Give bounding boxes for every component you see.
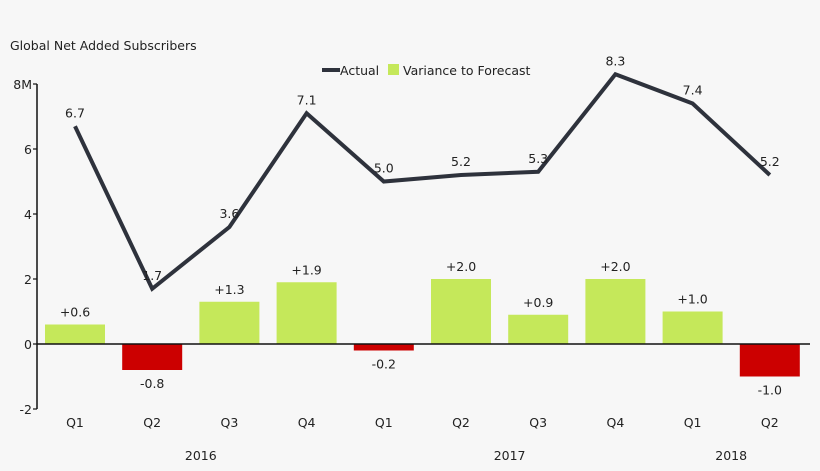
variance-data-label: +1.9 [291,262,321,277]
variance-bar [585,279,646,344]
legend-label-variance: Variance to Forecast [403,63,530,78]
variance-data-label: +2.0 [446,259,476,274]
variance-bar [431,279,491,344]
actual-data-label: 5.0 [374,161,394,176]
variance-data-label: -0.8 [140,376,164,391]
actual-line [73,71,772,292]
variance-bar [739,344,800,377]
y-tick-label: 8M [13,77,32,92]
x-tick-label: Q1 [684,415,702,430]
actual-data-label: 1.7 [142,268,162,283]
chart-title: Global Net Added Subscribers [10,38,197,53]
actual-data-label: 5.3 [528,151,548,166]
x-tick-label: Q2 [761,415,779,430]
y-tick-label: 6 [24,142,32,157]
x-group-label: 2016 [185,448,217,463]
x-tick-label: Q4 [607,415,625,430]
y-tick-label: 4 [24,207,32,222]
variance-bar [45,324,105,344]
actual-data-label: 3.6 [219,206,239,221]
x-group-label: 2017 [494,448,526,463]
x-tick-label: Q2 [143,415,161,430]
legend-swatch-variance [388,64,399,75]
x-tick-label: Q3 [529,415,547,430]
variance-bar [508,314,569,344]
y-tick-label: 2 [24,272,32,287]
actual-data-label: 7.1 [297,92,317,107]
x-tick-label: Q2 [452,415,470,430]
x-axis: Q1 Q2 Q3 Q4 Q1 Q2 Q3 Q4 Q1 Q2 2016 2017 2018 [37,343,810,463]
legend-label-actual: Actual [340,63,379,78]
x-group-label: 2018 [715,448,747,463]
variance-data-label: +2.0 [600,259,630,274]
bars: +0.6 -0.8 +1.3 +1.9 -0.2 +2.0 +0.9 +2.0 +1.0 -1.0 [45,259,800,398]
x-tick-label: Q4 [298,415,316,430]
actual-data-label: 5.2 [760,154,780,169]
x-tick-label: Q3 [221,415,239,430]
variance-data-label: -0.2 [372,357,396,372]
variance-data-label: -1.0 [758,383,782,398]
actual-data-label: 8.3 [605,53,625,68]
variance-bar [276,282,337,344]
variance-bar [662,311,723,344]
actual-data-label: 6.7 [65,105,85,120]
actual-data-label: 5.2 [451,154,471,169]
legend-swatch-actual [322,68,340,72]
variance-bar [353,344,414,351]
variance-data-label: +1.0 [677,292,707,307]
y-tick-label: -2 [20,402,32,417]
legend: Actual Variance to Forecast [322,63,530,78]
variance-data-label: +1.3 [214,282,244,297]
actual-data-label: 7.4 [683,83,703,98]
variance-data-label: +0.6 [60,305,90,320]
y-tick-label: 0 [24,337,32,352]
variance-bar [122,344,183,370]
y-axis: 8M 6 4 2 0 -2 [13,77,38,417]
x-tick-label: Q1 [375,415,393,430]
x-tick-label: Q1 [66,415,84,430]
actual-line-group: 6.7 1.7 3.6 7.1 5.0 5.2 5.3 8.3 7.4 5.2 [65,53,780,292]
variance-bar [199,301,260,344]
variance-data-label: +0.9 [523,295,553,310]
